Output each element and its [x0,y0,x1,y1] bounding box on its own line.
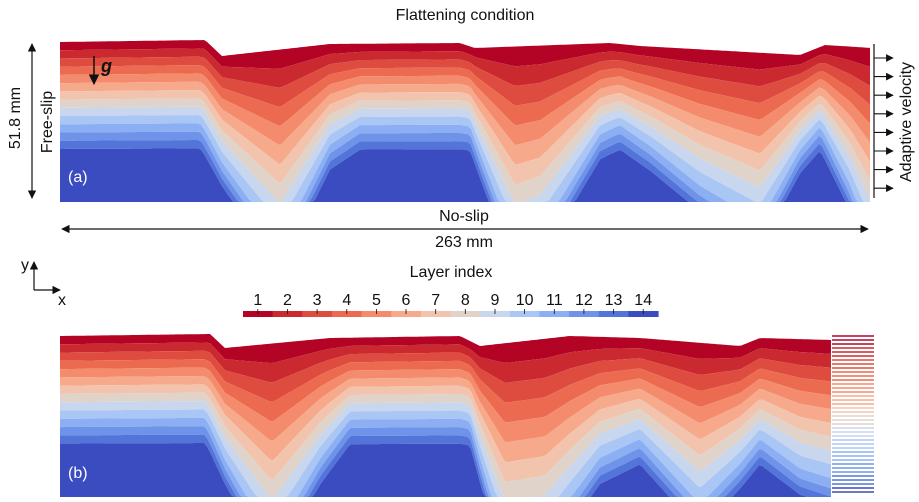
panel-a-layer-8 [60,98,870,202]
free-slip-label: Free-slip [39,91,56,153]
panel-b-layer-12 [60,426,831,497]
panel-b-layers [60,334,831,497]
panel-b-layer-13 [60,434,831,497]
gravity-label: g [100,56,112,76]
panel-b: (b) [60,334,874,497]
panel-a-layer-4 [60,65,870,126]
colorbar-tick-7: 7 [431,292,440,309]
colorbar: Layer index 1 2 3 4 5 6 7 8 9 10 11 12 13 14 [243,264,659,317]
colorbar-tick-5: 5 [372,292,381,309]
panel-b-layer-7 [60,384,831,482]
colorbar-tick-13: 13 [605,292,623,309]
colorbar-tick-14: 14 [634,292,652,309]
colorbar-tick-1: 1 [253,292,262,309]
panel-a-layer-5 [60,73,870,146]
colorbar-tick-6: 6 [402,292,411,309]
panel-a-layer-11 [60,123,870,202]
panel-a-layer-13 [60,140,870,202]
colorbar-title: Layer index [410,264,493,281]
panel-a-layer-7 [60,90,870,185]
panel-a-layer-12 [60,131,870,202]
panel-b-layer-3 [60,350,831,403]
panel-a-label: (a) [68,169,88,186]
no-slip-label: No-slip [439,208,489,225]
panel-a-layer-3 [60,56,870,107]
panel-a: (a) g 51.8 mm Free-slip Adaptive velocit… [7,40,915,251]
colorbar-tick-10: 10 [516,292,534,309]
adaptive-velocity-arrows [874,54,894,193]
axes-indicator: y x [21,257,66,309]
colorbar-tick-9: 9 [491,292,500,309]
panel-b-layer-2 [60,342,831,383]
panel-b-layer-11 [60,417,831,497]
colorbar-tick-labels: 1 2 3 4 5 6 7 8 9 10 11 12 13 14 [253,292,652,309]
width-label: 263 mm [435,234,493,251]
panel-a-layer-14 [60,148,870,202]
panel-b-layer-9 [60,401,831,497]
y-axis-label: y [21,257,29,274]
panel-b-label: (b) [68,465,88,482]
figure-title: Flattening condition [396,7,535,24]
colorbar-tick-4: 4 [342,292,351,309]
panel-b-layer-6 [60,376,831,463]
panel-a-layer-2 [60,48,870,88]
panel-a-layer-6 [60,81,870,165]
colorbar-gradient [243,309,659,317]
colorbar-tick-12: 12 [575,292,593,309]
panel-b-layer-4 [60,359,831,423]
adaptive-velocity-label: Adaptive velocity [898,62,915,182]
colorbar-tick-8: 8 [461,292,470,309]
colorbar-tick-2: 2 [283,292,292,309]
panel-a-layer-1 [60,40,870,70]
height-label: 51.8 mm [7,87,24,149]
x-axis-label: x [58,292,66,309]
panel-b-layer-1 [60,334,831,363]
panel-b-layer-5 [60,367,831,443]
panel-b-layer-8 [60,392,831,497]
panel-a-layers [60,40,870,202]
panel-b-layer-14 [60,443,831,497]
panel-b-layer-10 [60,409,831,497]
panel-b-boundary-stripes [832,335,874,493]
colorbar-tick-3: 3 [313,292,322,309]
colorbar-tick-11: 11 [546,292,563,309]
